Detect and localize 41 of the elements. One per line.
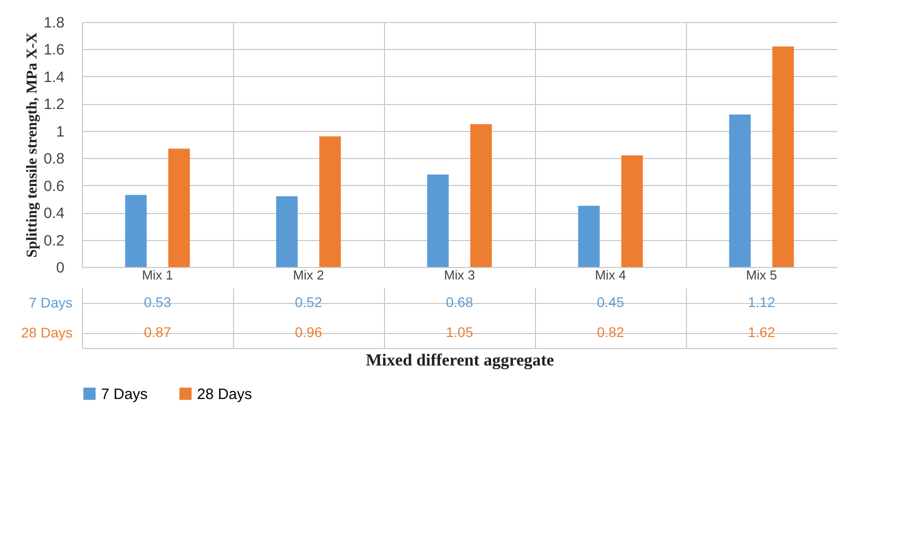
data-label: 1.62: [748, 324, 776, 340]
legend-label: 7 Days: [101, 386, 148, 403]
y-tick-label: 0.6: [44, 178, 64, 195]
data-label: 1.05: [446, 324, 474, 340]
x-tick-label: Mix 2: [292, 268, 324, 282]
x-tick-label: Mix 3: [444, 268, 476, 282]
y-tick-label: 1: [56, 123, 64, 140]
y-tick-label: 0.8: [44, 150, 64, 168]
bar: [470, 124, 492, 267]
data-label: 0.52: [294, 294, 322, 310]
text: 7 Days: [28, 294, 72, 310]
y-tick-label: 1.2: [44, 96, 64, 114]
x-tick-label: Mix 4: [594, 268, 626, 282]
data-label: 1.12: [748, 294, 776, 310]
bar: [276, 196, 298, 267]
data-label: 0.96: [294, 324, 322, 340]
y-tick-label: 1.4: [44, 68, 64, 86]
bar: [125, 194, 147, 267]
bar: [168, 148, 190, 267]
bar: [729, 114, 751, 267]
x-tick-label: Mix 5: [746, 268, 778, 282]
bar: [772, 46, 794, 267]
y-tick-label: 0.4: [44, 205, 64, 222]
x-tick-label: Mix 1: [142, 268, 174, 282]
data-label: 0.87: [144, 324, 172, 340]
y-tick-label: 1.6: [44, 42, 64, 59]
bar: [319, 136, 341, 267]
text: 28 Days: [21, 324, 72, 340]
bar: [621, 155, 643, 267]
legend-label: 28 Days: [197, 386, 252, 403]
y-axis-title: Splitting tensile strength, MPa X-X: [24, 32, 41, 258]
bar: [578, 206, 600, 267]
data-label: 0.53: [144, 294, 172, 310]
y-tick-label: 1.8: [44, 14, 64, 32]
data-label: 0.82: [596, 324, 624, 340]
data-label: 0.45: [596, 294, 624, 310]
y-tick-label: 0: [56, 260, 64, 276]
data-label: 0.68: [446, 294, 474, 310]
x-axis-title: Mixed different aggregate: [366, 350, 555, 370]
y-tick-label: 0.2: [44, 232, 64, 250]
bar: [427, 174, 449, 267]
